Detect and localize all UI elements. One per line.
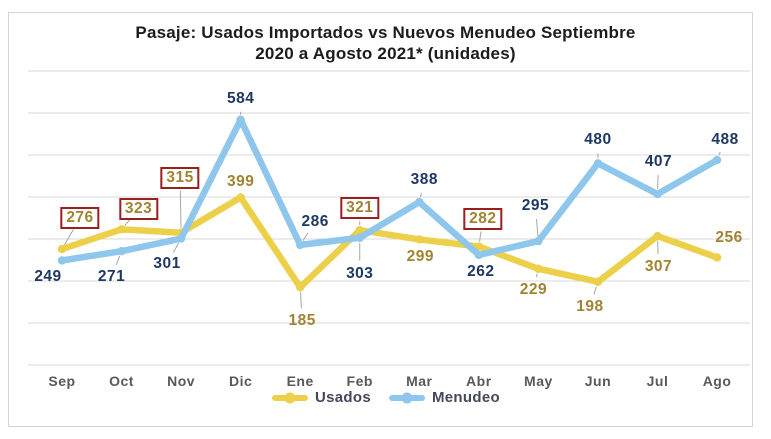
leader-line [299, 292, 302, 309]
leader-line [302, 232, 309, 241]
leader-line [479, 231, 482, 242]
usados-data-point-oct [117, 225, 126, 234]
x-tick-label-may: May [524, 373, 553, 389]
menudeo-data-point-oct [117, 246, 126, 256]
usados-data-point-jun [593, 277, 603, 287]
menudeo-data-point-feb [355, 233, 364, 242]
menudeo-series-line [58, 116, 721, 264]
x-tick-label-feb: Feb [347, 373, 373, 389]
x-tick-label-nov: Nov [167, 373, 195, 389]
leader-line [179, 190, 182, 228]
usados-data-point-ene [296, 283, 305, 292]
leader-line [419, 192, 422, 198]
menudeo-data-point-mar [415, 197, 424, 207]
x-tick-label-jun: Jun [585, 373, 611, 389]
menudeo-data-point-sep [57, 256, 67, 265]
legend-label-menudeo: Menudeo [432, 389, 500, 406]
usados-series-line [58, 194, 721, 291]
usados-series-marker-icon [272, 392, 308, 403]
menudeo-data-point-ene [296, 240, 305, 250]
usados-data-point-ago [712, 253, 722, 262]
menudeo-data-point-dic [236, 115, 245, 124]
menudeo-data-point-nov [176, 234, 186, 243]
menudeo-data-point-may [534, 236, 543, 246]
chart-legend: Usados Menudeo [272, 389, 500, 406]
usados-data-point-sep [57, 244, 67, 254]
x-tick-label-oct: Oct [109, 373, 134, 389]
chart-title: Pasaje: Usados Importados vs Nuevos Menu… [0, 22, 771, 64]
leader-line [718, 151, 721, 156]
usados-data-point-may [534, 264, 543, 274]
menudeo-data-point-abr [474, 250, 484, 260]
leader-line [64, 229, 74, 246]
x-tick-label-dic: Dic [229, 373, 252, 389]
x-tick-label-abr: Abr [466, 373, 492, 389]
usados-data-point-dic [236, 193, 245, 202]
x-tick-label-ene: Ene [287, 373, 314, 389]
chart-title-line2: 2020 a Agosto 2021* (unidades) [255, 44, 516, 63]
legend-label-usados: Usados [315, 389, 371, 406]
x-tick-label-ago: Ago [703, 373, 732, 389]
usados-data-point-feb [355, 225, 364, 235]
usados-data-point-mar [415, 235, 424, 244]
menudeo-series-marker-icon [389, 392, 425, 403]
leader-line [115, 255, 121, 266]
chart-title-line1: Pasaje: Usados Importados vs Nuevos Menu… [135, 23, 636, 42]
x-tick-label-mar: Mar [406, 373, 432, 389]
leader-line [535, 273, 538, 278]
leader-line [593, 286, 597, 295]
leader-line [173, 242, 180, 253]
usados-data-point-abr [474, 242, 484, 251]
menudeo-data-point-ago [712, 155, 722, 165]
leader-line [536, 219, 539, 237]
usados-data-point-jul [653, 231, 662, 241]
x-tick-label-sep: Sep [48, 373, 75, 389]
legend-item-menudeo: Menudeo [389, 389, 500, 406]
x-tick-label-jul: Jul [647, 373, 669, 389]
leader-line [124, 218, 131, 226]
legend-item-usados: Usados [272, 389, 371, 406]
menudeo-data-point-jul [653, 189, 662, 199]
menudeo-data-point-jun [593, 159, 603, 168]
